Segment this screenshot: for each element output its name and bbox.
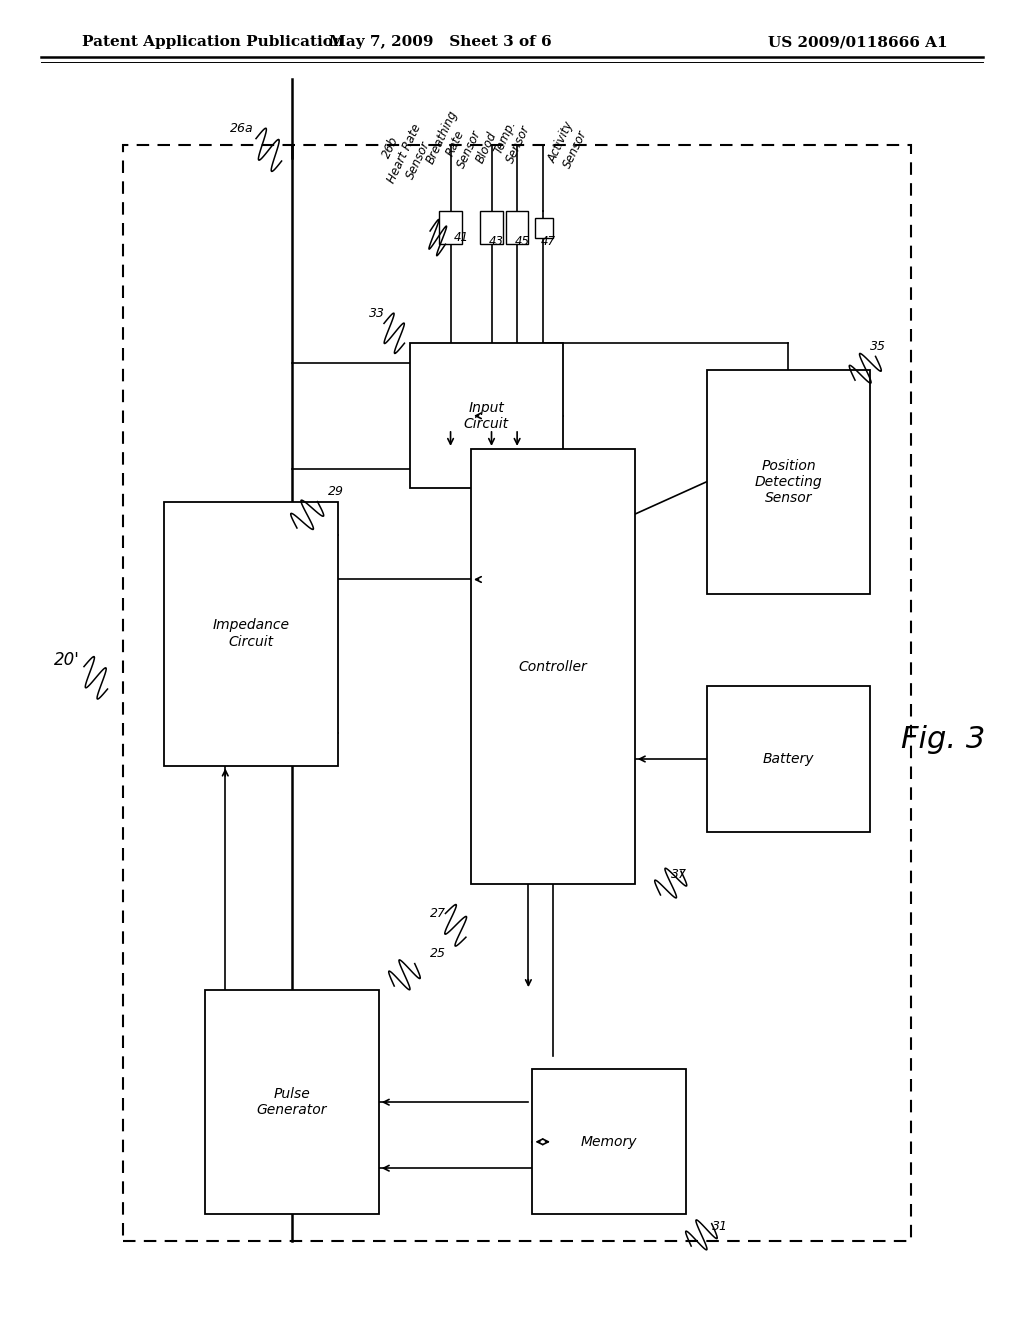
Text: 31: 31 [712, 1220, 728, 1233]
Text: Position
Detecting
Sensor: Position Detecting Sensor [755, 458, 822, 506]
Text: Patent Application Publication: Patent Application Publication [82, 36, 344, 49]
FancyBboxPatch shape [707, 370, 870, 594]
FancyBboxPatch shape [480, 211, 503, 244]
Text: Input
Circuit: Input Circuit [464, 401, 509, 430]
FancyBboxPatch shape [164, 502, 338, 766]
Text: Impedance
Circuit: Impedance Circuit [212, 619, 290, 648]
Text: 27: 27 [430, 907, 446, 920]
Text: 33: 33 [369, 306, 385, 319]
Text: 47: 47 [541, 235, 555, 248]
Text: Pulse
Generator: Pulse Generator [257, 1088, 327, 1117]
FancyBboxPatch shape [410, 343, 563, 488]
Text: 41: 41 [454, 231, 468, 244]
Text: 29: 29 [328, 484, 344, 498]
Text: 25: 25 [430, 946, 446, 960]
Text: 45: 45 [515, 235, 529, 248]
Text: US 2009/0118666 A1: US 2009/0118666 A1 [768, 36, 947, 49]
FancyBboxPatch shape [506, 211, 528, 244]
Text: Activity
Sensor: Activity Sensor [546, 120, 591, 172]
FancyBboxPatch shape [707, 686, 870, 832]
Text: 26a: 26a [230, 121, 254, 135]
Text: Blood: Blood [473, 129, 500, 165]
Text: Breathing
Rate
Sensor: Breathing Rate Sensor [424, 108, 487, 178]
FancyBboxPatch shape [471, 449, 635, 884]
FancyBboxPatch shape [205, 990, 379, 1214]
Text: 26b
Heart Rate
Sensor: 26b Heart Rate Sensor [372, 115, 437, 191]
Text: Temp.
Sensor: Temp. Sensor [490, 116, 534, 165]
Text: 43: 43 [489, 235, 504, 248]
Text: 20': 20' [53, 651, 80, 669]
Text: Fig. 3: Fig. 3 [901, 725, 985, 754]
Text: 37: 37 [671, 867, 687, 880]
Text: Memory: Memory [581, 1135, 638, 1148]
Text: Battery: Battery [763, 752, 814, 766]
FancyBboxPatch shape [439, 211, 462, 244]
Text: Controller: Controller [518, 660, 588, 673]
Text: May 7, 2009   Sheet 3 of 6: May 7, 2009 Sheet 3 of 6 [329, 36, 552, 49]
Text: 35: 35 [870, 339, 887, 352]
FancyBboxPatch shape [532, 1069, 686, 1214]
FancyBboxPatch shape [535, 218, 553, 238]
